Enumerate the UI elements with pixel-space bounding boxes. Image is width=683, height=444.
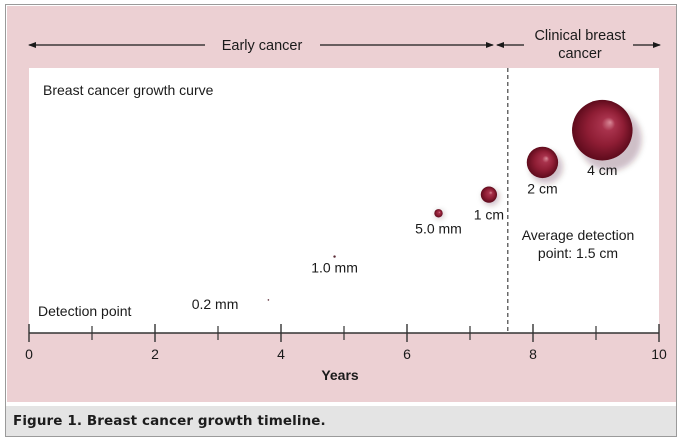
tumor-point-2-cm xyxy=(526,146,559,179)
tumor-size-label-1-0-mm: 1.0 mm xyxy=(311,260,358,276)
plot-area xyxy=(29,68,659,333)
tumor-size-label-2-cm: 2 cm xyxy=(527,180,557,196)
tumor-size-label-5-0-mm: 5.0 mm xyxy=(415,220,462,236)
x-tick-label-0: 0 xyxy=(25,346,33,362)
x-tick-label-2: 2 xyxy=(151,346,159,362)
average-detection-label-line1: Average detection xyxy=(522,227,635,243)
growth-chart: Early cancer Clinical breast cancer Brea… xyxy=(7,6,676,402)
average-detection-label-line2: point: 1.5 cm xyxy=(538,245,618,261)
clinical-cancer-label-line2: cancer xyxy=(558,46,602,62)
tumor-point-1-0-mm xyxy=(333,255,336,258)
x-axis-ticks: 0 2 4 6 8 10 xyxy=(25,324,667,362)
tumor-point-0-2-mm xyxy=(267,299,270,301)
clinical-cancer-label-line1: Clinical breast xyxy=(534,28,625,44)
x-tick-label-10: 10 xyxy=(651,346,667,362)
x-tick-label-6: 6 xyxy=(403,346,411,362)
tumor-size-label-1-cm: 1 cm xyxy=(474,207,504,223)
tumor-size-label-0-2-mm: 0.2 mm xyxy=(192,296,239,312)
tumor-point-5-0-mm xyxy=(434,209,443,218)
x-tick-label-8: 8 xyxy=(529,346,537,362)
tumor-point-1-cm xyxy=(480,186,498,203)
figure-caption: Figure 1. Breast cancer growth timeline. xyxy=(13,413,326,429)
x-axis-label: Years xyxy=(321,367,359,383)
early-cancer-label: Early cancer xyxy=(222,38,303,54)
tumor-size-points: 0.2 mm 1.0 mm 5.0 mm 1 cm 2 cm 4 cm xyxy=(192,99,642,312)
figure-caption-bar: Figure 1. Breast cancer growth timeline. xyxy=(6,406,676,436)
x-tick-label-4: 4 xyxy=(277,346,285,362)
tumor-point-4-cm xyxy=(572,99,633,161)
tumor-size-label-4-cm: 4 cm xyxy=(587,162,617,178)
chart-title: Breast cancer growth curve xyxy=(43,82,214,98)
detection-point-label: Detection point xyxy=(38,303,132,319)
